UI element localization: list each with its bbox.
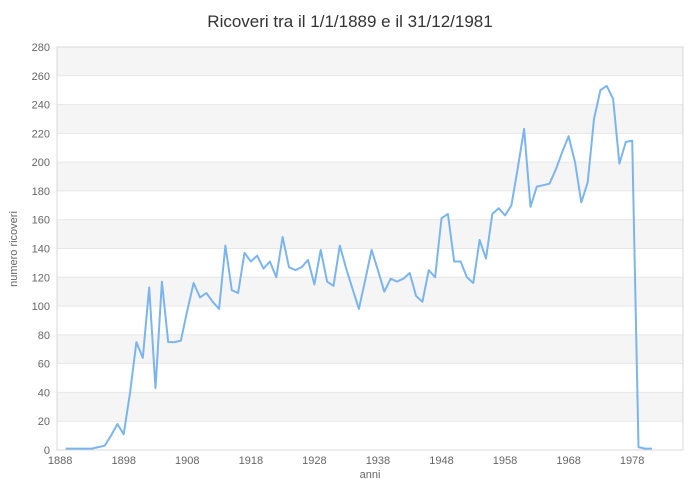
y-tick-label: 280 xyxy=(32,42,50,54)
y-tick-label: 60 xyxy=(38,359,50,371)
y-tick-label: 20 xyxy=(38,416,50,428)
plot-band xyxy=(57,47,683,76)
y-tick-label: 80 xyxy=(38,330,50,342)
plot-band xyxy=(57,104,683,134)
y-axis-title: numero ricoveri xyxy=(8,211,20,287)
chart-title: Ricoveri tra il 1/1/1889 e il 31/12/1981 xyxy=(207,12,492,31)
x-tick-label: 1888 xyxy=(48,455,72,467)
plot-band xyxy=(57,219,683,249)
x-tick-label: 1898 xyxy=(111,455,135,467)
y-tick-label: 200 xyxy=(32,157,50,169)
plot-band xyxy=(57,392,683,422)
x-tick-label: 1928 xyxy=(302,455,326,467)
y-tick-label: 0 xyxy=(44,445,50,457)
x-axis-tick-labels: 1888 1898 1908 1918 1928 1938 1948 1958 1968 1978 xyxy=(48,455,644,467)
x-tick-label: 1908 xyxy=(175,455,199,467)
y-tick-label: 260 xyxy=(32,71,50,83)
y-tick-label: 160 xyxy=(32,215,50,227)
y-tick-label: 240 xyxy=(32,100,50,112)
plot-bands-layer xyxy=(57,47,683,422)
y-tick-label: 100 xyxy=(32,301,50,313)
plot-band xyxy=(57,334,683,364)
y-tick-label: 40 xyxy=(38,387,50,399)
y-tick-label: 180 xyxy=(32,186,50,198)
x-tick-label: 1938 xyxy=(366,455,390,467)
y-tick-label: 120 xyxy=(32,272,50,284)
x-tick-label: 1948 xyxy=(429,455,453,467)
plot-area-border xyxy=(56,46,684,451)
x-axis-title: anni xyxy=(360,469,381,481)
series-line xyxy=(65,84,653,450)
x-tick-label: 1968 xyxy=(556,455,580,467)
x-tick-label: 1918 xyxy=(239,455,263,467)
y-tick-label: 220 xyxy=(32,128,50,140)
x-tick-label: 1978 xyxy=(620,455,644,467)
x-tick-label: 1958 xyxy=(493,455,517,467)
y-tick-label: 140 xyxy=(32,244,50,256)
y-axis-tick-labels: 0 20 40 60 80 100 120 140 160 180 200 220 240 260 280 xyxy=(32,42,50,457)
